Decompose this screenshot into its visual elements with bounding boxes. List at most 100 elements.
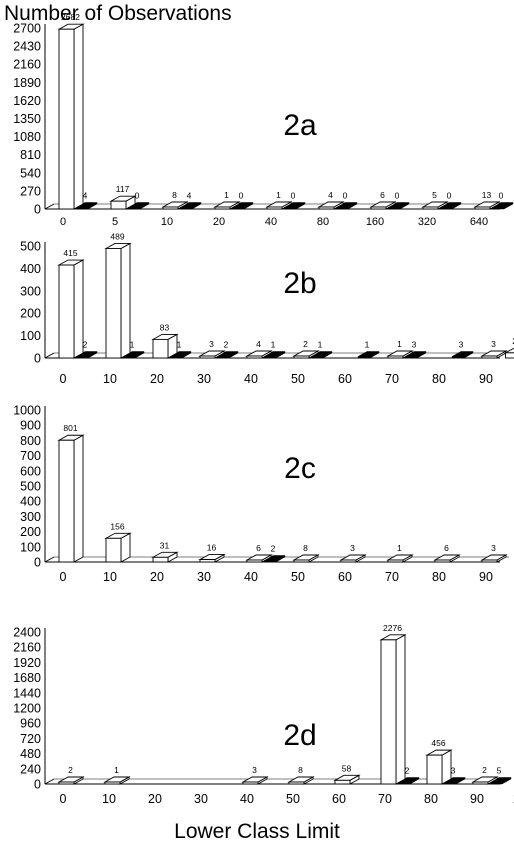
y-tick-label: 900 (20, 419, 41, 433)
y-tick-label: 1620 (13, 94, 41, 108)
y-tick-label: 1350 (13, 112, 41, 126)
y-tick-label: 810 (20, 148, 41, 162)
y-tick-label: 1680 (13, 671, 41, 685)
data-label-series2: 3 (459, 340, 464, 350)
y-tick-label: 1200 (13, 702, 41, 716)
data-label-series1: 801 (63, 423, 77, 433)
bar-series1 (105, 248, 122, 359)
data-label-series2: 0 (447, 191, 452, 201)
data-label-series1: 1 (224, 190, 229, 200)
data-label-series1: 3 (491, 543, 496, 553)
data-label-series1: 1 (397, 339, 402, 349)
data-label-series1: 1 (276, 190, 281, 200)
bar-series1 (472, 781, 489, 785)
x-tick-label: 80 (432, 372, 446, 386)
data-label-series1: 8 (298, 765, 303, 775)
y-tick-label: 0 (34, 556, 41, 570)
data-label-series1: 23 (512, 336, 514, 346)
y-tick-label: 960 (20, 717, 41, 731)
data-label-series2: 1 (271, 340, 276, 350)
y-tick-label: 500 (20, 480, 41, 494)
bar-series1 (340, 559, 357, 563)
x-tick-label: 60 (332, 792, 346, 806)
data-label-series2: 2 (405, 766, 410, 776)
y-tick-label: 1440 (13, 686, 41, 700)
data-label-series2: 0 (135, 191, 140, 201)
data-label-series2: 0 (343, 191, 348, 201)
y-tick-label: 1890 (13, 76, 41, 90)
x-tick-label: 40 (265, 216, 277, 228)
x-tick-label: 10 (103, 372, 117, 386)
data-label-series2: 1 (365, 340, 370, 350)
bar-series1 (58, 28, 75, 210)
x-tick-label: 90 (479, 372, 493, 386)
data-label-series1: 4 (328, 190, 333, 200)
data-label-series1: 3 (252, 765, 257, 775)
data-label-series1: 31 (160, 540, 170, 550)
data-label-series1: 83 (160, 322, 170, 332)
bar-series1 (474, 206, 491, 210)
data-label-series2: 0 (291, 191, 296, 201)
x-tick-label: 0 (60, 216, 66, 228)
y-tick-label: 500 (20, 240, 41, 254)
data-label-series1: 2276 (383, 623, 402, 633)
panel-label: 2d (283, 719, 316, 752)
y-tick-label: 1000 (13, 404, 41, 418)
bar-series1 (318, 206, 335, 210)
x-tick-label: 0 (60, 372, 67, 386)
x-tick-label: 70 (385, 570, 399, 584)
y-tick-label: 2160 (13, 641, 41, 655)
data-label-series1: 456 (431, 738, 445, 748)
data-label-series2: 3 (412, 340, 417, 350)
x-tick-label: 20 (213, 216, 225, 228)
panel-label: 2b (283, 267, 316, 300)
data-label-series2: 0 (395, 191, 400, 201)
data-label-series2: 2 (271, 544, 276, 554)
x-tick-label: 30 (197, 372, 211, 386)
bar-series1 (199, 355, 216, 359)
bar-side (395, 634, 406, 785)
y-tick-label: 1080 (13, 130, 41, 144)
bar-series1 (387, 355, 404, 359)
bar-series1 (199, 559, 216, 563)
bar-series1 (422, 206, 439, 210)
bar-series1 (214, 206, 231, 210)
data-label-series1: 3 (491, 339, 496, 349)
bar-top (503, 347, 514, 354)
x-tick-label: 20 (150, 570, 164, 584)
data-label-series1: 2682 (61, 12, 80, 22)
x-tick-label: 50 (291, 372, 305, 386)
y-tick-label: 2700 (13, 22, 41, 36)
y-tick-label: 2400 (13, 626, 41, 640)
data-label-series1: 2 (303, 339, 308, 349)
y-tick-label: 270 (20, 184, 41, 198)
x-tick-label: 320 (418, 216, 436, 228)
x-tick-label: 90 (470, 792, 484, 806)
axis-depth-line (44, 203, 55, 210)
data-label-series1: 6 (380, 190, 385, 200)
bar-series1 (505, 352, 514, 359)
y-tick-label: 480 (20, 747, 41, 761)
y-tick-label: 240 (20, 762, 41, 776)
y-tick-label: 2160 (13, 58, 41, 72)
bar-series1 (434, 559, 451, 563)
x-tick-label: 40 (240, 792, 254, 806)
data-label-series1: 117 (116, 184, 130, 194)
x-tick-label: 100 (513, 792, 514, 806)
x-axis-title: Lower Class Limit (174, 820, 340, 843)
y-tick-label: 1920 (13, 656, 41, 670)
x-tick-label: 40 (244, 372, 258, 386)
x-tick-label: 40 (244, 570, 258, 584)
bar-series1 (104, 781, 121, 785)
x-tick-label: 0 (60, 570, 67, 584)
x-tick-label: 80 (317, 216, 329, 228)
bar-series1 (293, 559, 310, 563)
bar-series1 (293, 355, 310, 359)
y-tick-label: 200 (20, 525, 41, 539)
bar-side (73, 23, 84, 210)
x-tick-label: 10 (102, 792, 116, 806)
y-tick-label: 0 (34, 203, 41, 217)
x-tick-label: 160 (366, 216, 384, 228)
y-tick-label: 100 (20, 540, 41, 554)
